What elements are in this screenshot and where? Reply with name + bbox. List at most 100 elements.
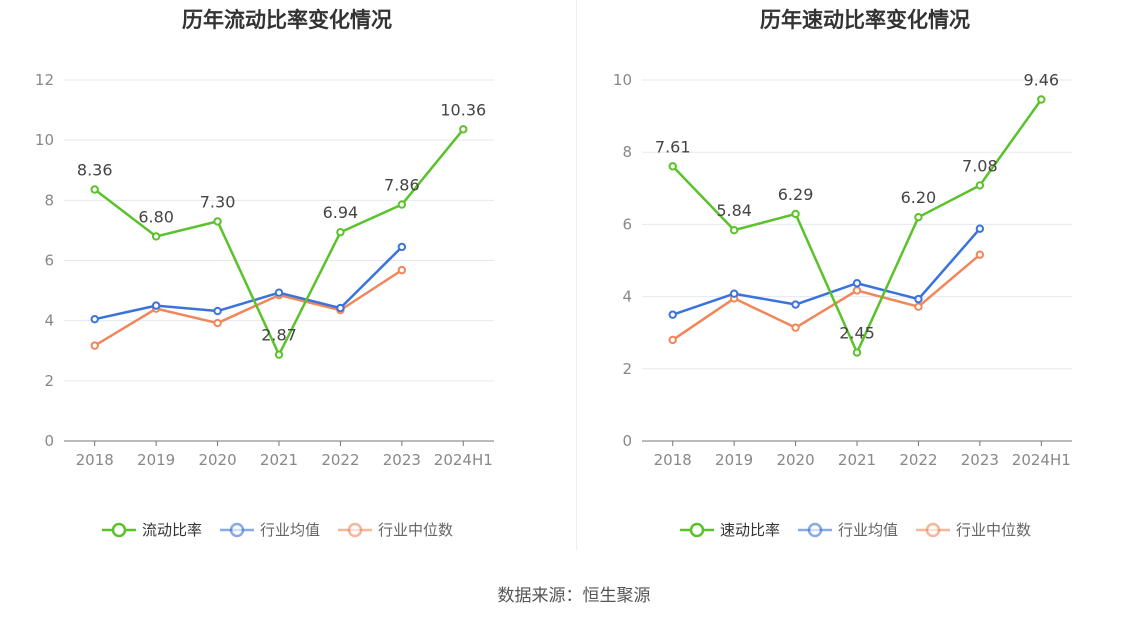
x-tick-label: 2023: [961, 451, 999, 469]
y-tick-label: 12: [35, 71, 54, 89]
data-point: [151, 301, 161, 310]
data-point: [1037, 95, 1046, 104]
legend-label: 行业中位数: [378, 521, 453, 539]
x-tick-label: 2019: [137, 451, 175, 469]
data-label: 6.20: [901, 188, 937, 207]
y-tick-label: 2: [44, 372, 54, 390]
data-point: [213, 217, 222, 226]
series-line: [672, 253, 981, 341]
data-point: [975, 224, 985, 233]
data-label: 8.36: [77, 161, 113, 180]
y-tick-label: 4: [44, 312, 54, 330]
quick-ratio-panel: 历年速动比率变化情况 0 2 4 6 8 10 2018 2019 2020 2021 2022 20…: [578, 0, 1148, 560]
data-point: [336, 303, 345, 313]
legend-marker: [689, 522, 705, 538]
legend-marker: [229, 522, 245, 538]
data-label: 2.45: [839, 324, 875, 343]
legend-marker: [925, 522, 941, 538]
chart-title: 历年流动比率变化情况: [182, 8, 392, 32]
data-point: [90, 341, 99, 350]
data-point: [914, 212, 923, 222]
data-point: [336, 228, 345, 237]
y-tick-label: 0: [44, 432, 54, 450]
x-tick-label: 2021: [260, 451, 298, 469]
data-point: [852, 279, 862, 288]
x-tick-label: 2019: [715, 451, 753, 469]
current-ratio-chart: 0 2 4 6 8 10 12 2018 2019 2020 2021 2022 2023 2024H1 8…: [35, 71, 494, 539]
data-point: [213, 306, 222, 316]
legend-label: 流动比率: [142, 521, 202, 539]
series-line: [94, 269, 403, 347]
data-source-note: 数据来源：恒生聚源: [497, 586, 651, 606]
series-line: [672, 227, 981, 316]
x-tick-label: 2018: [76, 451, 114, 469]
data-point: [791, 300, 800, 309]
legend-label: 速动比率: [720, 521, 780, 539]
data-point: [274, 350, 284, 359]
y-tick-label: 8: [44, 191, 54, 209]
data-label: 9.46: [1023, 70, 1059, 89]
legend-label: 行业中位数: [956, 521, 1031, 539]
data-point: [914, 294, 923, 304]
data-point: [213, 318, 222, 328]
panel-divider: [576, 0, 577, 550]
chart-title: 历年速动比率变化情况: [760, 8, 970, 32]
y-tick-label: 4: [622, 288, 632, 306]
data-label: 6.94: [323, 203, 359, 222]
legend-label: 行业均值: [838, 521, 898, 539]
data-point: [729, 225, 739, 235]
legend-marker: [111, 522, 127, 538]
data-point: [668, 335, 677, 345]
data-point: [852, 348, 862, 357]
data-point: [90, 314, 99, 324]
x-tick-label: 2018: [654, 451, 692, 469]
data-point: [668, 162, 677, 171]
legend-marker: [347, 522, 363, 538]
data-label: 2.87: [261, 326, 297, 345]
y-tick-label: 6: [622, 215, 632, 233]
series-line: [94, 246, 403, 321]
legend-marker: [807, 522, 823, 538]
x-tick-label: 2024H1: [1012, 451, 1071, 469]
data-label: 6.29: [778, 185, 814, 204]
data-label: 7.30: [200, 192, 236, 211]
y-tick-label: 10: [35, 131, 54, 149]
data-point: [397, 200, 407, 209]
data-label: 7.86: [384, 176, 420, 195]
current-ratio-panel: 历年流动比率变化情况 0 2 4 6 8 10 12 2018 2019 2020 2021 2022…: [0, 0, 574, 560]
data-label: 5.84: [716, 201, 752, 220]
x-tick-label: 2022: [899, 451, 937, 469]
data-point: [729, 289, 739, 298]
data-point: [151, 232, 161, 241]
data-point: [90, 185, 99, 194]
data-label: 7.08: [962, 156, 998, 175]
data-label: 6.80: [138, 207, 174, 226]
data-label: 10.36: [440, 100, 486, 119]
data-point: [668, 310, 677, 319]
series-line: [671, 98, 1043, 354]
y-tick-label: 0: [622, 432, 632, 450]
data-point: [459, 125, 468, 134]
data-point: [274, 288, 284, 297]
y-tick-label: 6: [44, 252, 54, 270]
data-point: [975, 181, 985, 190]
x-tick-label: 2023: [383, 451, 421, 469]
x-tick-label: 2020: [198, 451, 236, 469]
data-point: [852, 286, 862, 295]
legend-label: 行业均值: [260, 521, 320, 539]
x-tick-label: 2020: [776, 451, 814, 469]
data-point: [975, 250, 985, 259]
data-point: [397, 242, 407, 252]
data-point: [914, 302, 923, 311]
y-tick-label: 8: [622, 143, 632, 161]
data-point: [397, 265, 407, 275]
y-tick-label: 10: [613, 71, 632, 89]
x-tick-label: 2022: [321, 451, 359, 469]
x-tick-label: 2021: [838, 451, 876, 469]
x-tick-label: 2024H1: [434, 451, 493, 469]
data-point: [791, 209, 800, 219]
quick-ratio-chart: 0 2 4 6 8 10 2018 2019 2020 2021 2022 2023 2024H1 7.6…: [613, 70, 1072, 539]
y-tick-label: 2: [622, 360, 632, 378]
data-point: [791, 323, 800, 332]
data-label: 7.61: [655, 137, 691, 156]
